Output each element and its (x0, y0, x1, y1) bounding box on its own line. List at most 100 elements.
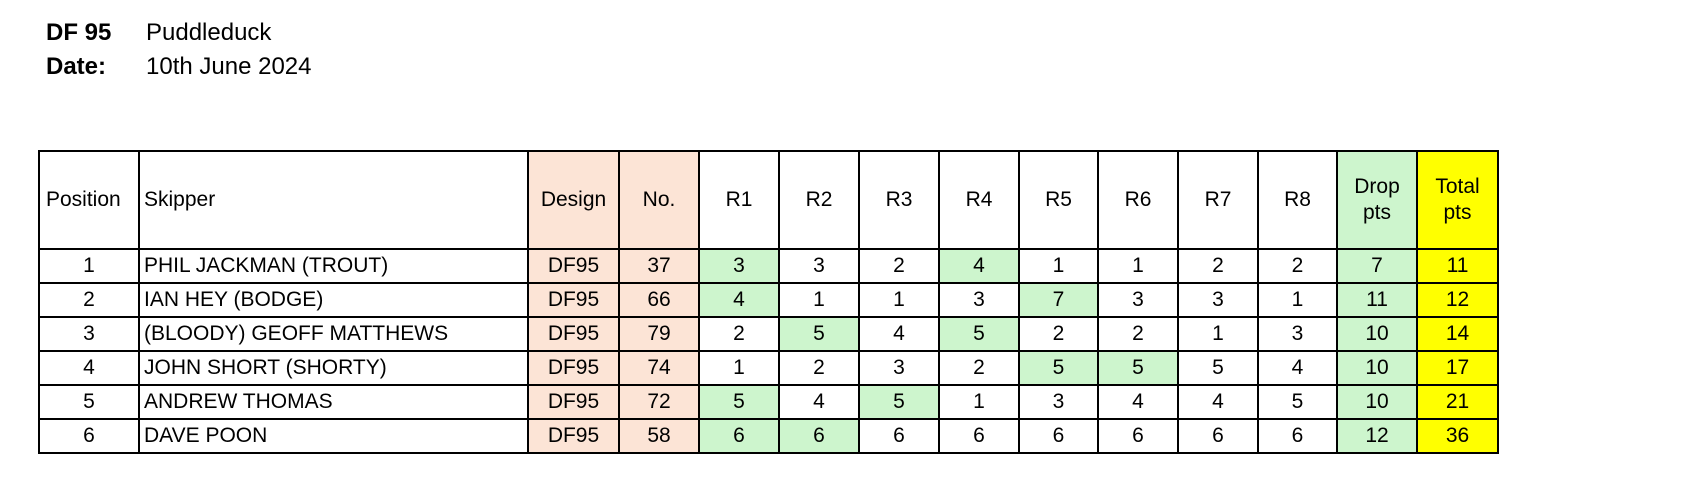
design-cell: DF95 (527, 248, 620, 284)
drop-pts-cell: 12 (1336, 418, 1418, 454)
column-header-no: No. (618, 150, 700, 250)
race-3-cell: 1 (858, 282, 940, 318)
column-header-r8: R8 (1257, 150, 1338, 250)
race-6-cell: 3 (1097, 282, 1179, 318)
column-header-r3: R3 (858, 150, 940, 250)
race-3-cell: 2 (858, 248, 940, 284)
column-header-r4: R4 (938, 150, 1020, 250)
column-header-r5: R5 (1018, 150, 1099, 250)
race-8-cell: 1 (1257, 282, 1338, 318)
race-6-cell: 1 (1097, 248, 1179, 284)
table-row: 5 ANDREW THOMAS DF95 72 5 4 5 1 3 4 4 5 10 21 (38, 384, 1499, 420)
results-table: Position Skipper Design No. R1 R2 R3 R4 R5 R6 R7 R8… (38, 150, 1499, 454)
skipper-cell: IAN HEY (BODGE) (138, 282, 529, 318)
header-row: Position Skipper Design No. R1 R2 R3 R4 R5 R6 R7 R8… (38, 150, 1499, 250)
total-pts-cell: 36 (1416, 418, 1499, 454)
skipper-cell: JOHN SHORT (SHORTY) (138, 350, 529, 386)
race-1-cell: 6 (698, 418, 780, 454)
skipper-cell: DAVE POON (138, 418, 529, 454)
column-header-r7: R7 (1177, 150, 1259, 250)
race-3-cell: 3 (858, 350, 940, 386)
race-8-cell: 3 (1257, 316, 1338, 352)
race-6-cell: 5 (1097, 350, 1179, 386)
race-8-cell: 5 (1257, 384, 1338, 420)
total-pts-cell: 17 (1416, 350, 1499, 386)
race-5-cell: 6 (1018, 418, 1099, 454)
race-1-cell: 2 (698, 316, 780, 352)
race-7-cell: 6 (1177, 418, 1259, 454)
table-row: 3 (BLOODY) GEOFF MATTHEWS DF95 79 2 5 4 5 2 2 1 3 10… (38, 316, 1499, 352)
race-4-cell: 2 (938, 350, 1020, 386)
date-value: 10th June 2024 (146, 53, 312, 80)
sail-number-cell: 74 (618, 350, 700, 386)
race-5-cell: 7 (1018, 282, 1099, 318)
position-cell: 5 (38, 384, 140, 420)
column-header-position: Position (38, 150, 140, 250)
position-cell: 2 (38, 282, 140, 318)
race-2-cell: 2 (778, 350, 860, 386)
design-cell: DF95 (527, 282, 620, 318)
date-label: Date: (46, 53, 107, 80)
design-cell: DF95 (527, 350, 620, 386)
race-1-cell: 1 (698, 350, 780, 386)
race-2-cell: 5 (778, 316, 860, 352)
skipper-cell: (BLOODY) GEOFF MATTHEWS (138, 316, 529, 352)
table-row: 6 DAVE POON DF95 58 6 6 6 6 6 6 6 6 12 36 (38, 418, 1499, 454)
design-cell: DF95 (527, 316, 620, 352)
table-row: 1 PHIL JACKMAN (TROUT) DF95 37 3 3 2 4 1 1 2 2 7 11 (38, 248, 1499, 284)
sail-number-cell: 79 (618, 316, 700, 352)
race-5-cell: 1 (1018, 248, 1099, 284)
skipper-cell: PHIL JACKMAN (TROUT) (138, 248, 529, 284)
race-4-cell: 6 (938, 418, 1020, 454)
total-pts-cell: 12 (1416, 282, 1499, 318)
drop-pts-cell: 11 (1336, 282, 1418, 318)
race-5-cell: 5 (1018, 350, 1099, 386)
race-3-cell: 4 (858, 316, 940, 352)
column-header-r1: R1 (698, 150, 780, 250)
title-line: DF 95 Puddleduck (46, 19, 271, 47)
position-cell: 3 (38, 316, 140, 352)
race-6-cell: 4 (1097, 384, 1179, 420)
table-row: 2 IAN HEY (BODGE) DF95 66 4 1 1 3 7 3 3 1 11 12 (38, 282, 1499, 318)
column-header-drop-pts: Drop pts (1336, 150, 1418, 250)
race-2-cell: 1 (778, 282, 860, 318)
position-cell: 6 (38, 418, 140, 454)
race-8-cell: 2 (1257, 248, 1338, 284)
race-1-cell: 4 (698, 282, 780, 318)
total-pts-cell: 11 (1416, 248, 1499, 284)
position-cell: 1 (38, 248, 140, 284)
sail-number-cell: 66 (618, 282, 700, 318)
race-3-cell: 5 (858, 384, 940, 420)
race-7-cell: 5 (1177, 350, 1259, 386)
race-7-cell: 4 (1177, 384, 1259, 420)
race-6-cell: 2 (1097, 316, 1179, 352)
drop-pts-cell: 10 (1336, 350, 1418, 386)
race-1-cell: 5 (698, 384, 780, 420)
race-8-cell: 6 (1257, 418, 1338, 454)
race-7-cell: 3 (1177, 282, 1259, 318)
column-header-total-pts: Total pts (1416, 150, 1499, 250)
column-header-design: Design (527, 150, 620, 250)
drop-pts-cell: 7 (1336, 248, 1418, 284)
race-7-cell: 1 (1177, 316, 1259, 352)
sail-number-cell: 37 (618, 248, 700, 284)
venue: Puddleduck (146, 19, 272, 46)
column-header-r2: R2 (778, 150, 860, 250)
race-4-cell: 3 (938, 282, 1020, 318)
race-5-cell: 2 (1018, 316, 1099, 352)
race-4-cell: 1 (938, 384, 1020, 420)
race-2-cell: 6 (778, 418, 860, 454)
skipper-cell: ANDREW THOMAS (138, 384, 529, 420)
class-label: DF 95 (46, 19, 112, 46)
race-7-cell: 2 (1177, 248, 1259, 284)
race-1-cell: 3 (698, 248, 780, 284)
race-5-cell: 3 (1018, 384, 1099, 420)
date-line: Date: 10th June 2024 (46, 53, 311, 81)
race-6-cell: 6 (1097, 418, 1179, 454)
sail-number-cell: 72 (618, 384, 700, 420)
position-cell: 4 (38, 350, 140, 386)
drop-pts-cell: 10 (1336, 384, 1418, 420)
drop-pts-cell: 10 (1336, 316, 1418, 352)
total-pts-cell: 14 (1416, 316, 1499, 352)
column-header-r6: R6 (1097, 150, 1179, 250)
